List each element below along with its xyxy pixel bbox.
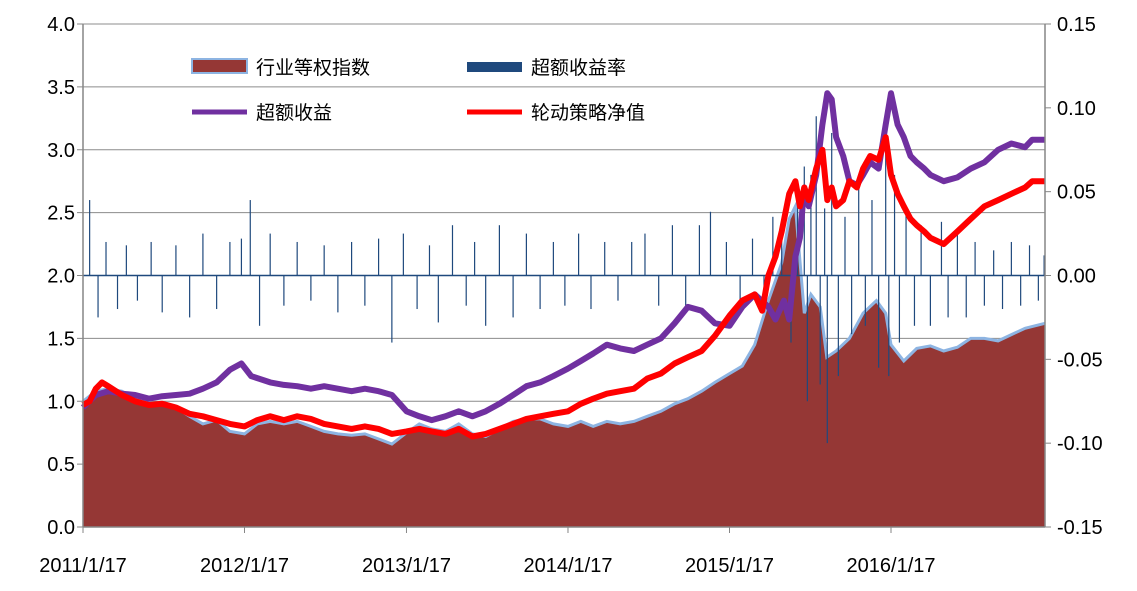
left-axis-tick-label: 2.0 [47, 266, 75, 288]
line-series-layer [80, 90, 1045, 440]
x-axis-tick-label: 2013/1/17 [362, 555, 451, 577]
right-axis-tick-label: 0.10 [1057, 98, 1096, 120]
axes [77, 23, 1051, 533]
x-axis-tick-label: 2015/1/17 [685, 555, 774, 577]
right-axis-tick-labels: -0.15 -0.10 -0.05 0.00 0.05 0.10 0.15 [1057, 14, 1103, 539]
right-axis-tick-label: -0.10 [1057, 433, 1103, 455]
right-axis-tick-label: 0.00 [1057, 266, 1096, 288]
left-axis-tick-label: 1.5 [47, 328, 75, 350]
legend-swatch-excess-return-rate [467, 62, 522, 72]
line-excess-return [80, 90, 1045, 424]
left-axis-tick-label: 0.5 [47, 454, 75, 476]
line-rotation-strategy-nav [81, 134, 1045, 440]
legend-label-excess-return-rate: 超额收益率 [531, 57, 626, 79]
x-axis-tick-label: 2014/1/17 [523, 555, 612, 577]
left-axis-tick-label: 3.5 [47, 77, 75, 99]
x-axis-tick-label: 2011/1/17 [39, 555, 127, 577]
legend-swatch-industry-index [191, 58, 248, 74]
left-axis-tick-labels: 0.0 0.5 1.0 1.5 2.0 2.5 3.0 3.5 4.0 [47, 14, 75, 539]
legend-label-industry-index: 行业等权指数 [256, 57, 370, 79]
area-industry-index [83, 206, 1045, 528]
legend: 行业等权指数 超额收益率 超额收益 轮动策略净值 [191, 57, 645, 124]
area-industry-index-edge [82, 200, 1046, 446]
bar-series-layer [83, 116, 1045, 444]
right-axis-tick-label: 0.05 [1057, 182, 1096, 204]
legend-label-excess-return: 超额收益 [256, 102, 332, 124]
right-axis-tick-label: -0.05 [1057, 349, 1103, 371]
left-axis-tick-label: 2.5 [47, 203, 75, 225]
right-axis-tick-label: 0.15 [1057, 14, 1096, 36]
left-axis-tick-label: 4.0 [47, 14, 75, 36]
area-series-layer [82, 200, 1046, 528]
x-axis-tick-labels: 2011/1/17 2012/1/17 2013/1/17 2014/1/17 2015… [39, 555, 935, 577]
left-axis-tick-label: 0.0 [47, 517, 75, 539]
right-axis-tick-label: -0.15 [1057, 517, 1103, 539]
left-axis-tick-label: 1.0 [47, 391, 75, 413]
legend-label-rotation-strategy-nav: 轮动策略净值 [531, 102, 645, 124]
left-axis-tick-label: 3.0 [47, 140, 75, 162]
x-axis-tick-label: 2012/1/17 [200, 555, 289, 577]
x-axis-tick-label: 2016/1/17 [847, 555, 936, 577]
